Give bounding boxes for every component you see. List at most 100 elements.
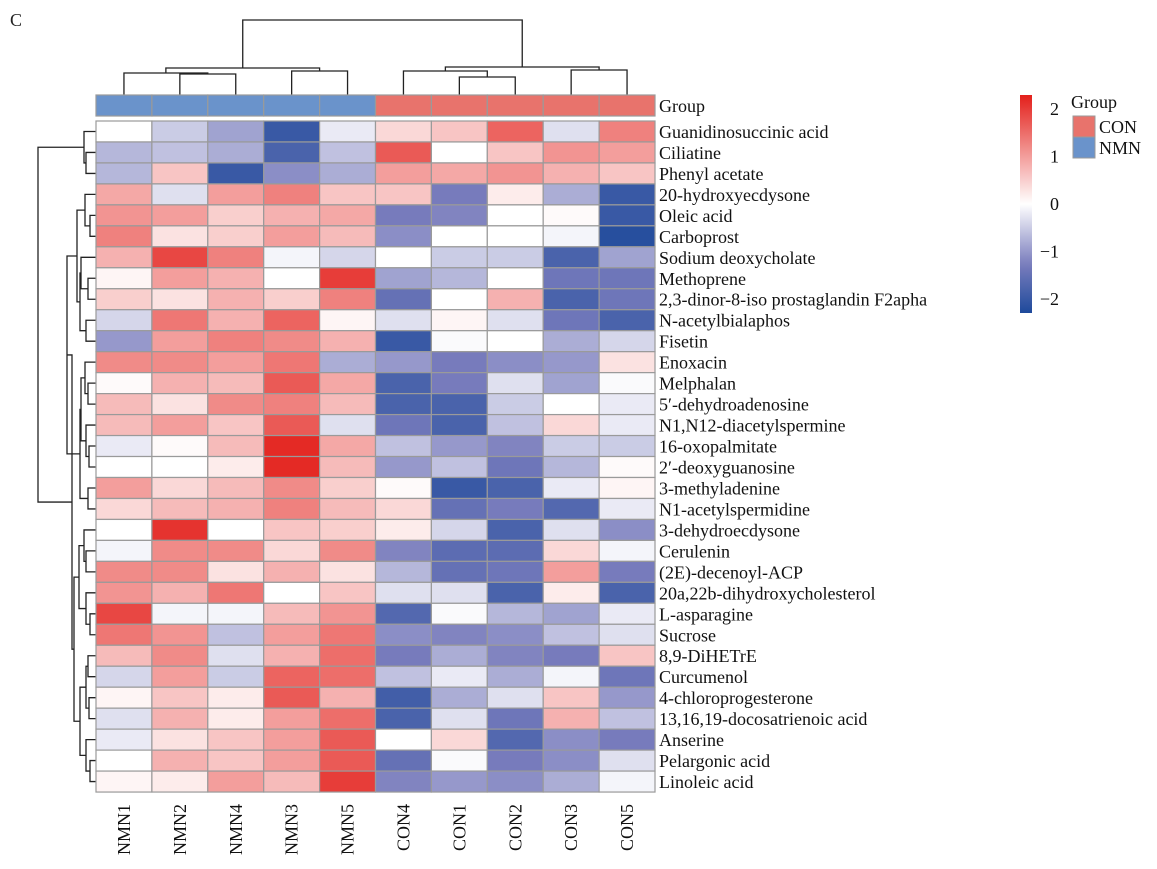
- heatmap-cell: [598, 539, 656, 562]
- heatmap-cell: [430, 665, 488, 688]
- row-label: 4-chloroprogesterone: [659, 688, 813, 708]
- heatmap-cell: [263, 204, 321, 227]
- row-label: Oleic acid: [659, 206, 732, 226]
- heatmap-cell: [542, 770, 600, 793]
- heatmap-cell: [430, 246, 488, 269]
- row-label: Cerulenin: [659, 541, 730, 561]
- group-annotation-label: Group: [659, 96, 705, 116]
- heatmap-cell: [430, 141, 488, 164]
- heatmap-cell: [486, 623, 544, 646]
- heatmap-cell: [151, 560, 209, 583]
- heatmap-cell: [151, 665, 209, 688]
- heatmap-cell: [151, 141, 209, 164]
- heatmap-cell: [263, 581, 321, 604]
- heatmap-cell: [542, 393, 600, 416]
- heatmap-cell: [542, 455, 600, 479]
- heatmap-cell: [374, 141, 433, 164]
- heatmap-cell: [207, 707, 265, 730]
- heatmap-cell: [542, 246, 600, 269]
- heatmap-cell: [95, 770, 153, 793]
- heatmap-cell: [486, 183, 544, 206]
- colorbar-tick-label: −2: [1040, 289, 1059, 309]
- heatmap-cell: [207, 225, 265, 248]
- heatmap-cell: [207, 581, 265, 604]
- heatmap-cell: [542, 413, 600, 437]
- heatmap-cell: [374, 749, 433, 772]
- heatmap-cell: [598, 455, 656, 479]
- heatmap-cell: [263, 162, 321, 185]
- annotation-cell: [263, 94, 321, 117]
- heatmap-cell: [151, 770, 209, 793]
- heatmap-cell: [542, 749, 600, 772]
- heatmap-cell: [598, 581, 656, 604]
- heatmap-cell: [263, 141, 321, 164]
- heatmap-cell: [95, 225, 153, 248]
- heatmap-cell: [430, 393, 488, 416]
- heatmap-cell: [542, 162, 600, 185]
- heatmap-cell: [263, 183, 321, 206]
- heatmap-cell: [486, 770, 544, 793]
- heatmap-cell: [207, 602, 265, 625]
- row-label: Pelargonic acid: [659, 751, 770, 771]
- dendrogram-branch: [291, 70, 349, 95]
- heatmap-cell: [598, 183, 656, 206]
- heatmap-cell: [374, 728, 433, 751]
- heatmap-cell: [207, 770, 265, 793]
- heatmap-cell: [263, 225, 321, 248]
- heatmap-cell: [319, 707, 377, 730]
- heatmap-cell: [374, 434, 433, 458]
- heatmap-cell: [374, 455, 433, 479]
- heatmap-cell: [374, 204, 433, 227]
- heatmap-cell: [598, 476, 656, 500]
- heatmap-cell: [430, 413, 488, 437]
- heatmap-cell: [486, 686, 544, 709]
- dendrogram-branch: [84, 361, 96, 395]
- heatmap-cell: [95, 288, 153, 311]
- heatmap-cell: [95, 330, 153, 353]
- heatmap-cell: [542, 120, 600, 143]
- heatmap-cell: [207, 665, 265, 688]
- heatmap-cell: [542, 602, 600, 625]
- heatmap-cell: [598, 162, 656, 185]
- heatmap-cell: [486, 162, 544, 185]
- heatmap-cell: [207, 183, 265, 206]
- heatmap-cell: [207, 120, 265, 143]
- heatmap-cell: [95, 434, 153, 458]
- heatmap-cell: [207, 330, 265, 353]
- heatmap-cell: [598, 246, 656, 269]
- row-label: 5′-dehydroadenosine: [659, 395, 809, 415]
- heatmap-cell: [95, 707, 153, 730]
- heatmap-cell: [319, 204, 377, 227]
- heatmap-cell: [263, 560, 321, 583]
- heatmap-cell: [374, 497, 433, 521]
- heatmap-cell: [430, 497, 488, 521]
- heatmap-cell: [542, 518, 600, 541]
- heatmap-cell: [374, 602, 433, 625]
- heatmap-cell: [151, 728, 209, 751]
- heatmap-cell: [151, 602, 209, 625]
- heatmap-cell: [95, 162, 153, 185]
- heatmap-cell: [207, 497, 265, 521]
- heatmap-cell: [542, 267, 600, 290]
- column-label: CON3: [561, 804, 581, 851]
- row-label: Sodium deoxycholate: [659, 248, 815, 268]
- heatmap-cell: [542, 539, 600, 562]
- heatmap-cell: [207, 246, 265, 269]
- heatmap-cell: [263, 309, 321, 332]
- heatmap-cell: [430, 518, 488, 541]
- dendrogram-branch: [570, 69, 628, 95]
- heatmap-cell: [95, 413, 153, 437]
- heatmap-cell: [598, 434, 656, 458]
- heatmap-cell: [598, 204, 656, 227]
- dendrogram-branch: [87, 655, 96, 678]
- heatmap-cell: [263, 518, 321, 541]
- heatmap-cell: [319, 393, 377, 416]
- heatmap-cell: [95, 686, 153, 709]
- heatmap-cell: [319, 413, 377, 437]
- row-label: N1-acetylspermidine: [659, 499, 810, 519]
- heatmap-cell: [207, 728, 265, 751]
- heatmap-cell: [319, 749, 377, 772]
- heatmap-cell: [263, 246, 321, 269]
- heatmap-cell: [430, 434, 488, 458]
- row-label: Enoxacin: [659, 353, 727, 373]
